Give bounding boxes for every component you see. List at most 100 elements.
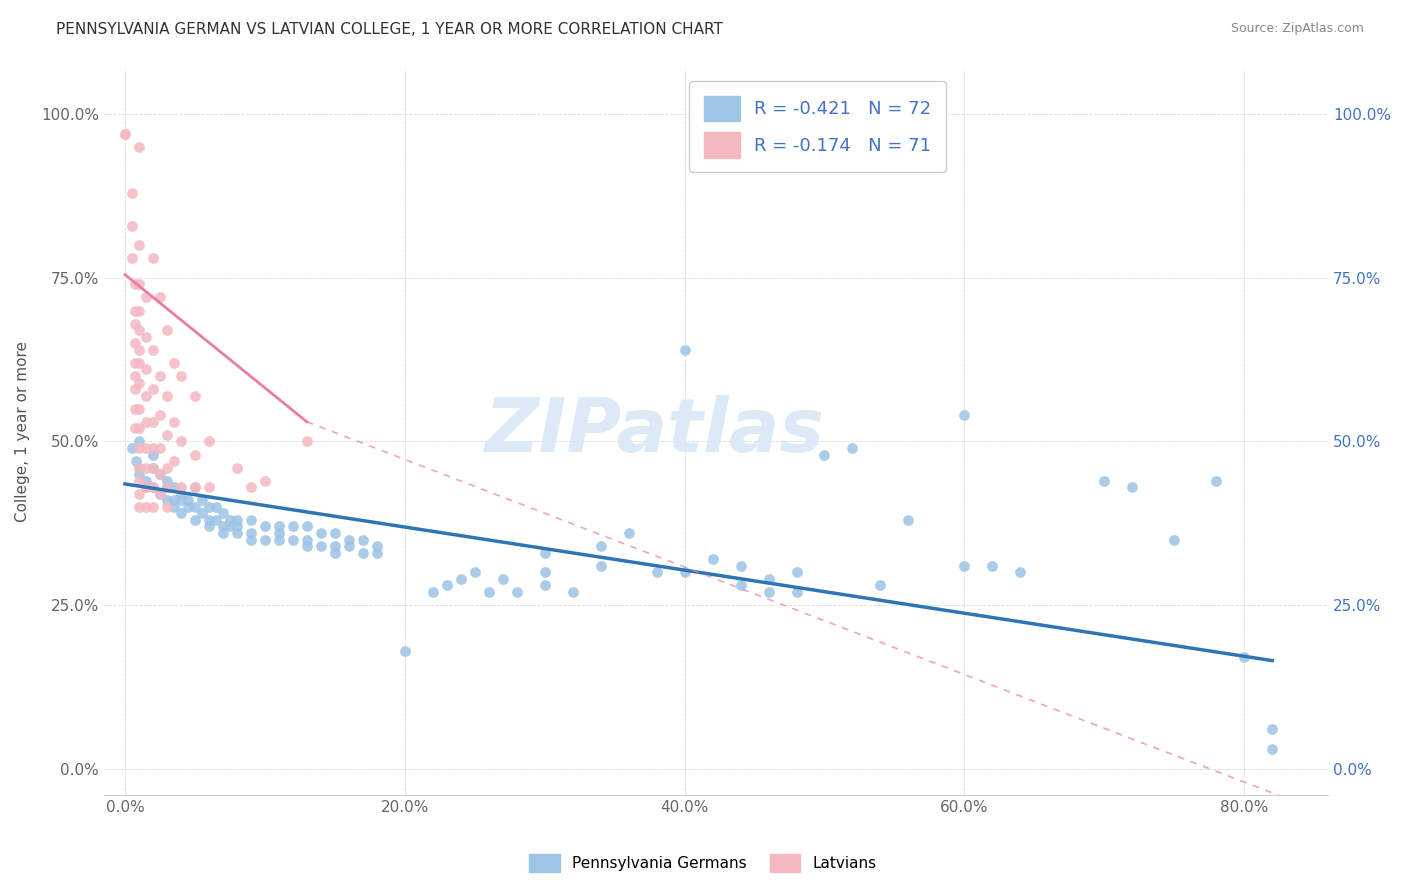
- Point: [135, 415, 157, 429]
- Point: [114, 127, 136, 141]
- Point: [170, 480, 193, 494]
- Point: [156, 474, 179, 488]
- Point: [156, 460, 179, 475]
- Point: [163, 500, 186, 514]
- Point: [128, 323, 150, 337]
- Point: [953, 558, 976, 573]
- Point: [156, 389, 179, 403]
- Point: [184, 513, 207, 527]
- Point: [267, 526, 290, 541]
- Point: [170, 487, 193, 501]
- Point: [212, 526, 235, 541]
- Point: [135, 330, 157, 344]
- Point: [239, 480, 262, 494]
- Point: [135, 389, 157, 403]
- Point: [170, 507, 193, 521]
- Point: [170, 369, 193, 384]
- Point: [128, 140, 150, 154]
- Point: [323, 526, 346, 541]
- Point: [163, 356, 186, 370]
- Point: [135, 441, 157, 455]
- Point: [786, 566, 808, 580]
- Point: [897, 513, 920, 527]
- Point: [730, 578, 752, 592]
- Point: [589, 558, 612, 573]
- Point: [128, 238, 150, 252]
- Point: [128, 303, 150, 318]
- Point: [128, 277, 150, 292]
- Point: [149, 467, 172, 482]
- Point: [128, 421, 150, 435]
- Point: [702, 552, 724, 566]
- Point: [505, 585, 527, 599]
- Point: [163, 480, 186, 494]
- Point: [124, 382, 146, 396]
- Point: [281, 533, 304, 547]
- Point: [124, 277, 146, 292]
- Point: [239, 533, 262, 547]
- Point: [128, 467, 150, 482]
- Point: [156, 493, 179, 508]
- Point: [156, 500, 179, 514]
- Point: [128, 401, 150, 416]
- Point: [128, 434, 150, 449]
- Point: [114, 127, 136, 141]
- Point: [295, 519, 318, 533]
- Point: [124, 421, 146, 435]
- Point: [239, 513, 262, 527]
- Point: [125, 454, 148, 468]
- Point: [184, 480, 207, 494]
- Point: [1092, 474, 1115, 488]
- Point: [149, 467, 172, 482]
- Point: [163, 415, 186, 429]
- Point: [589, 539, 612, 553]
- Y-axis label: College, 1 year or more: College, 1 year or more: [15, 341, 30, 522]
- Point: [352, 533, 374, 547]
- Point: [561, 585, 583, 599]
- Point: [1261, 742, 1284, 756]
- Point: [253, 474, 276, 488]
- Text: ZIPatlas: ZIPatlas: [485, 395, 825, 468]
- Point: [121, 252, 143, 266]
- Point: [673, 343, 696, 357]
- Point: [1205, 474, 1227, 488]
- Point: [309, 526, 332, 541]
- Text: Source: ZipAtlas.com: Source: ZipAtlas.com: [1230, 22, 1364, 36]
- Point: [149, 291, 172, 305]
- Point: [142, 252, 165, 266]
- Point: [135, 480, 157, 494]
- Point: [869, 578, 891, 592]
- Point: [1121, 480, 1143, 494]
- Point: [142, 441, 165, 455]
- Point: [394, 644, 416, 658]
- Point: [142, 480, 165, 494]
- Point: [191, 493, 214, 508]
- Legend: R = -0.421   N = 72, R = -0.174   N = 71: R = -0.421 N = 72, R = -0.174 N = 71: [689, 81, 946, 172]
- Point: [198, 513, 221, 527]
- Point: [128, 460, 150, 475]
- Point: [128, 376, 150, 390]
- Point: [295, 434, 318, 449]
- Point: [156, 480, 179, 494]
- Point: [323, 539, 346, 553]
- Point: [492, 572, 515, 586]
- Point: [184, 480, 207, 494]
- Point: [177, 493, 200, 508]
- Point: [841, 441, 863, 455]
- Point: [758, 585, 780, 599]
- Point: [135, 480, 157, 494]
- Point: [212, 519, 235, 533]
- Point: [142, 382, 165, 396]
- Text: PENNSYLVANIA GERMAN VS LATVIAN COLLEGE, 1 YEAR OR MORE CORRELATION CHART: PENNSYLVANIA GERMAN VS LATVIAN COLLEGE, …: [56, 22, 723, 37]
- Point: [128, 474, 150, 488]
- Point: [225, 460, 247, 475]
- Point: [673, 566, 696, 580]
- Point: [295, 533, 318, 547]
- Point: [142, 415, 165, 429]
- Point: [1010, 566, 1032, 580]
- Point: [184, 389, 207, 403]
- Point: [267, 533, 290, 547]
- Point: [239, 526, 262, 541]
- Point: [953, 409, 976, 423]
- Point: [128, 441, 150, 455]
